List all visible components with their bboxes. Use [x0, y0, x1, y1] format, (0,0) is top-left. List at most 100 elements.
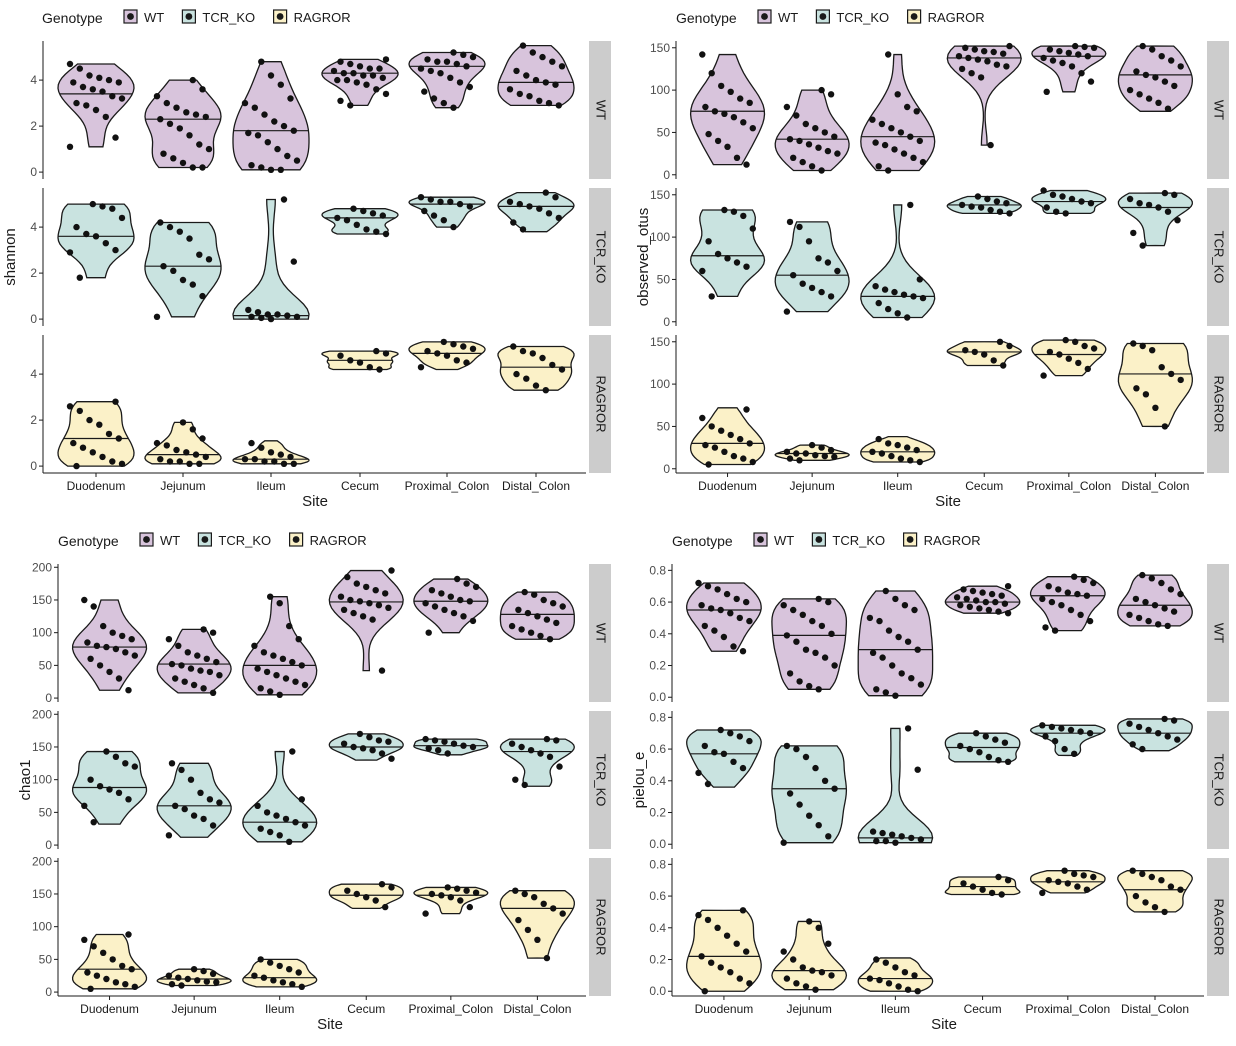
data-point	[1132, 595, 1140, 603]
data-point	[1061, 745, 1068, 753]
data-point	[532, 382, 540, 389]
data-point	[962, 347, 969, 354]
data-point	[701, 988, 708, 995]
legend-dot	[276, 13, 284, 20]
data-point	[248, 439, 255, 447]
data-point	[1177, 590, 1184, 598]
data-point	[115, 79, 123, 86]
data-point	[1133, 385, 1140, 392]
data-point	[353, 890, 360, 898]
legend-title: Genotype	[672, 533, 733, 549]
data-point	[76, 65, 84, 72]
data-point	[717, 964, 724, 971]
data-point	[711, 108, 719, 115]
facet-label-WT: WT	[1212, 100, 1227, 120]
data-point	[705, 130, 712, 138]
data-point	[118, 460, 126, 467]
data-point	[301, 822, 309, 829]
data-point	[1168, 370, 1175, 378]
data-point	[1090, 44, 1098, 51]
data-point	[89, 449, 97, 456]
data-point	[1080, 576, 1087, 584]
data-point	[109, 205, 116, 212]
data-point	[1136, 200, 1143, 207]
facet-label-RAGROR: RAGROR	[594, 375, 609, 432]
data-point	[825, 940, 832, 947]
data-point	[100, 949, 107, 956]
data-point	[1086, 730, 1094, 737]
data-point	[559, 603, 566, 610]
data-point	[889, 831, 896, 838]
data-point	[1158, 579, 1165, 587]
y-tick-label: 4	[30, 220, 37, 234]
data-point	[251, 642, 258, 649]
data-point	[790, 956, 797, 963]
facet-strip	[589, 41, 611, 179]
data-point	[981, 48, 988, 55]
data-point	[290, 127, 297, 134]
data-point	[172, 802, 179, 809]
data-point	[347, 357, 354, 364]
data-point	[359, 745, 367, 752]
y-axis-title: pielou_e	[631, 752, 648, 809]
data-point	[165, 636, 173, 643]
data-point	[1006, 342, 1013, 350]
data-point	[343, 217, 351, 224]
data-point	[209, 970, 217, 977]
data-point	[363, 81, 370, 88]
data-point	[196, 251, 203, 258]
data-point	[749, 458, 756, 466]
data-point	[189, 426, 196, 433]
legend-label-RAGROR: RAGROR	[294, 10, 351, 25]
data-point	[347, 596, 354, 604]
data-point	[815, 822, 822, 829]
data-point	[873, 686, 880, 693]
data-point	[282, 675, 290, 682]
data-point	[466, 903, 473, 911]
data-point	[366, 600, 373, 607]
data-point	[166, 458, 174, 465]
data-point	[727, 610, 734, 617]
data-point	[118, 214, 126, 222]
data-point	[885, 305, 892, 313]
data-point	[963, 595, 970, 603]
data-point	[187, 776, 195, 783]
data-point	[831, 785, 838, 792]
data-point	[721, 110, 728, 118]
data-point	[79, 83, 87, 91]
data-point	[83, 102, 90, 109]
data-point	[730, 114, 738, 121]
data-point	[740, 119, 747, 126]
data-point	[1129, 741, 1136, 748]
violin-RAGROR-Duodenum	[686, 909, 762, 992]
data-point	[254, 665, 261, 672]
data-point	[90, 819, 97, 826]
data-point	[780, 602, 787, 609]
data-point	[417, 194, 425, 201]
data-point	[809, 617, 816, 625]
data-point	[168, 660, 176, 668]
data-point	[1004, 583, 1012, 590]
data-point	[885, 980, 893, 987]
data-point	[450, 104, 457, 111]
data-point	[981, 351, 988, 358]
data-point	[183, 109, 190, 116]
data-point	[360, 72, 367, 79]
data-point	[1003, 63, 1010, 70]
data-point	[257, 825, 264, 832]
data-point	[447, 74, 454, 82]
violin-RAGROR-Duodenum	[689, 407, 766, 466]
data-point	[955, 53, 963, 60]
data-point	[1046, 348, 1054, 356]
data-point	[812, 452, 819, 459]
data-point	[1155, 621, 1162, 628]
data-point	[430, 212, 438, 219]
data-point	[739, 907, 747, 914]
data-point	[1142, 899, 1149, 906]
y-tick-label: 200	[32, 560, 52, 574]
data-point	[125, 931, 132, 938]
data-point	[979, 886, 986, 893]
x-axis-title: Site	[302, 493, 328, 510]
data-point	[363, 226, 370, 233]
data-point	[1048, 598, 1056, 606]
